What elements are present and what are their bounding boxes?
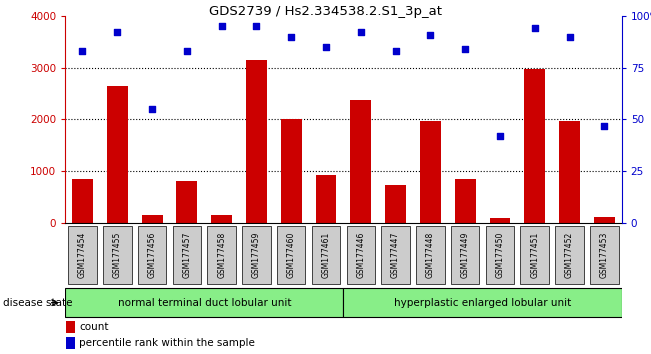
Point [564, 34, 575, 40]
Bar [486, 225, 514, 284]
Bar [107, 86, 128, 223]
Text: GSM177452: GSM177452 [565, 232, 574, 278]
Bar [173, 225, 201, 284]
Point [251, 23, 262, 29]
Bar [416, 225, 445, 284]
Bar [454, 179, 476, 223]
Bar [520, 225, 549, 284]
Text: GSM177455: GSM177455 [113, 232, 122, 278]
Bar [277, 225, 305, 284]
Text: GSM177451: GSM177451 [530, 232, 539, 278]
Bar [559, 120, 580, 223]
Point [112, 30, 122, 35]
Text: GSM177461: GSM177461 [322, 232, 331, 278]
Bar [381, 225, 410, 284]
Bar [65, 288, 344, 317]
Bar [590, 225, 618, 284]
Point [321, 44, 331, 50]
Bar [176, 181, 197, 223]
Bar [385, 185, 406, 223]
Bar [242, 225, 271, 284]
Bar [316, 175, 337, 223]
Point [391, 48, 401, 54]
Bar [344, 288, 622, 317]
Bar [594, 217, 615, 223]
Bar [312, 225, 340, 284]
Bar [68, 225, 97, 284]
Text: GSM177457: GSM177457 [182, 232, 191, 278]
Bar [281, 120, 301, 223]
Bar [66, 321, 75, 333]
Text: hyperplastic enlarged lobular unit: hyperplastic enlarged lobular unit [394, 298, 571, 308]
Bar [72, 179, 93, 223]
Point [147, 106, 158, 112]
Text: GSM177447: GSM177447 [391, 232, 400, 278]
Text: count: count [79, 322, 109, 332]
Point [460, 46, 471, 52]
Point [216, 23, 227, 29]
Text: GSM177460: GSM177460 [286, 232, 296, 278]
Point [77, 48, 88, 54]
Text: GSM177448: GSM177448 [426, 232, 435, 278]
Point [425, 32, 436, 38]
Bar [490, 218, 510, 223]
Bar [346, 225, 375, 284]
Text: GSM177459: GSM177459 [252, 232, 261, 278]
Text: GSM177453: GSM177453 [600, 232, 609, 278]
Bar [138, 225, 167, 284]
Text: percentile rank within the sample: percentile rank within the sample [79, 338, 255, 348]
Point [529, 25, 540, 31]
Text: GDS2739 / Hs2.334538.2.S1_3p_at: GDS2739 / Hs2.334538.2.S1_3p_at [209, 5, 442, 18]
Point [599, 123, 609, 129]
Text: GSM177450: GSM177450 [495, 232, 505, 278]
Bar [66, 337, 75, 349]
Bar [420, 120, 441, 223]
Bar [555, 225, 584, 284]
Bar [142, 215, 163, 223]
Bar [350, 100, 371, 223]
Bar [246, 60, 267, 223]
Bar [451, 225, 479, 284]
Text: normal terminal duct lobular unit: normal terminal duct lobular unit [117, 298, 291, 308]
Point [182, 48, 192, 54]
Point [355, 30, 366, 35]
Text: GSM177456: GSM177456 [148, 232, 157, 278]
Bar [103, 225, 132, 284]
Bar [208, 225, 236, 284]
Point [495, 133, 505, 139]
Text: GSM177458: GSM177458 [217, 232, 226, 278]
Text: GSM177449: GSM177449 [461, 232, 469, 278]
Point [286, 34, 296, 40]
Text: disease state: disease state [3, 298, 73, 308]
Text: GSM177446: GSM177446 [356, 232, 365, 278]
Text: GSM177454: GSM177454 [78, 232, 87, 278]
Bar [211, 215, 232, 223]
Bar [524, 69, 545, 223]
